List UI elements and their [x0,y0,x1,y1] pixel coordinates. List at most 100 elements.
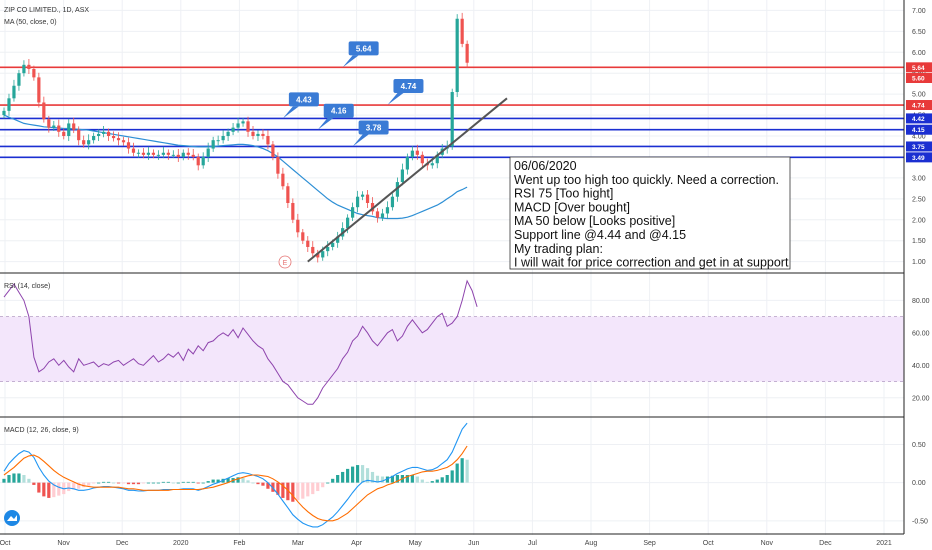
rsi-tick-label: 40.00 [912,363,930,370]
macd-histogram-bar [291,482,295,502]
macd-histogram-bar [37,482,41,493]
month-tick-label: Feb [233,540,245,547]
candle-body [336,236,340,243]
candle-body [42,102,46,120]
earnings-marker: E [278,255,292,269]
price-tag-box [906,124,932,135]
macd-histogram-bar [186,481,190,483]
macd-histogram-bar [211,479,215,483]
candle-body [360,194,365,197]
note-line: I will wait for price correction and get… [514,256,789,270]
macd-histogram-bar [360,465,365,483]
macd-histogram-bar [32,482,36,485]
candle-body [22,64,26,74]
candle-body [306,240,310,247]
candle-body [231,127,235,132]
candle-body [17,73,21,86]
macd-histogram-bar [12,473,16,483]
macd-histogram-bar [176,482,180,484]
macd-histogram-bar [17,473,21,483]
candle-body [365,194,370,203]
note-line: MA 50 below [Looks positive] [514,214,675,228]
month-tick-label: Nov [57,540,70,547]
candle-body [47,119,51,128]
candle-body [196,156,200,166]
price-tag-box [906,141,932,152]
candle-body [415,150,419,155]
price-tag-label: 4.74 [912,103,925,110]
callout-box [348,41,379,56]
price-tick-label: 6.50 [912,29,926,36]
month-tick-label: 2020 [173,540,189,547]
macd-histogram-bar [296,482,300,501]
candle-body [87,140,91,145]
candle-body [321,251,325,258]
candle-body [435,154,439,164]
candle-body [57,125,61,132]
callout-box [288,92,319,107]
macd-legend: MACD (12, 26, close, 9) [4,427,79,434]
candle-body [126,142,131,149]
candle-body [286,186,290,203]
macd-histogram-bar [390,475,395,483]
candle-body [420,154,424,164]
candle-body [311,246,315,254]
macd-histogram-bar [385,476,390,483]
candle-body [121,140,126,143]
candle-body [206,148,210,157]
macd-histogram-bar [57,482,61,496]
macd-histogram-bar [331,478,335,483]
macd-histogram-bar [346,468,350,483]
macd-histogram-bar [82,482,86,488]
candle-body [102,131,106,134]
macd-histogram-bar [171,482,175,484]
macd-histogram-bar [365,468,370,483]
macd-tick-label: -0.50 [912,518,928,525]
candle-body [72,123,76,130]
macd-histogram-bar [286,482,290,501]
candle-body [400,169,404,183]
macd-histogram-bar [111,482,116,484]
candle-body [251,131,255,136]
candle-body [151,152,155,155]
candle-body [181,152,185,157]
macd-histogram-bar [266,482,270,489]
macd-histogram-bar [370,471,375,483]
month-tick-label: May [409,540,423,547]
right-price-axis: 7.006.506.005.505.004.504.003.503.002.50… [906,8,932,525]
price-tag-box [906,113,932,124]
rsi-pane[interactable] [0,279,904,405]
macd-histogram-bar [351,466,355,483]
candle-body [430,163,434,166]
price-tag: 5.64 [906,62,932,73]
ma50-line [3,114,468,220]
candle-body [27,64,31,69]
note-line: Went up too high too quickly. Need a cor… [514,173,779,187]
logo-icon[interactable] [4,510,20,526]
candle-body [375,211,380,218]
macd-histogram-bar [77,482,81,489]
candle-body [455,18,459,93]
price-tag: 4.42 [906,113,932,124]
macd-histogram-bar [166,481,170,483]
rsi-band [0,316,904,382]
macd-histogram-bar [141,482,146,484]
macd-histogram-bar [97,482,101,484]
note-line: RSI 75 [Too hight] [514,187,613,201]
month-tick-label: Oct [703,540,714,547]
price-tag: 3.75 [906,141,932,152]
macd-histogram-bar [191,481,195,483]
rsi-tick-label: 80.00 [912,298,930,305]
note-box [509,156,791,270]
macd-pane[interactable] [2,422,469,528]
macd-histogram-bar [52,482,56,498]
price-tag-box [906,73,932,83]
candle-body [32,69,36,78]
price-tag-label: 4.42 [912,116,925,123]
candle-body [465,43,469,63]
macd-histogram-bar [465,459,469,483]
macd-histogram-bar [276,482,280,495]
price-tag-label: 3.49 [912,155,925,162]
